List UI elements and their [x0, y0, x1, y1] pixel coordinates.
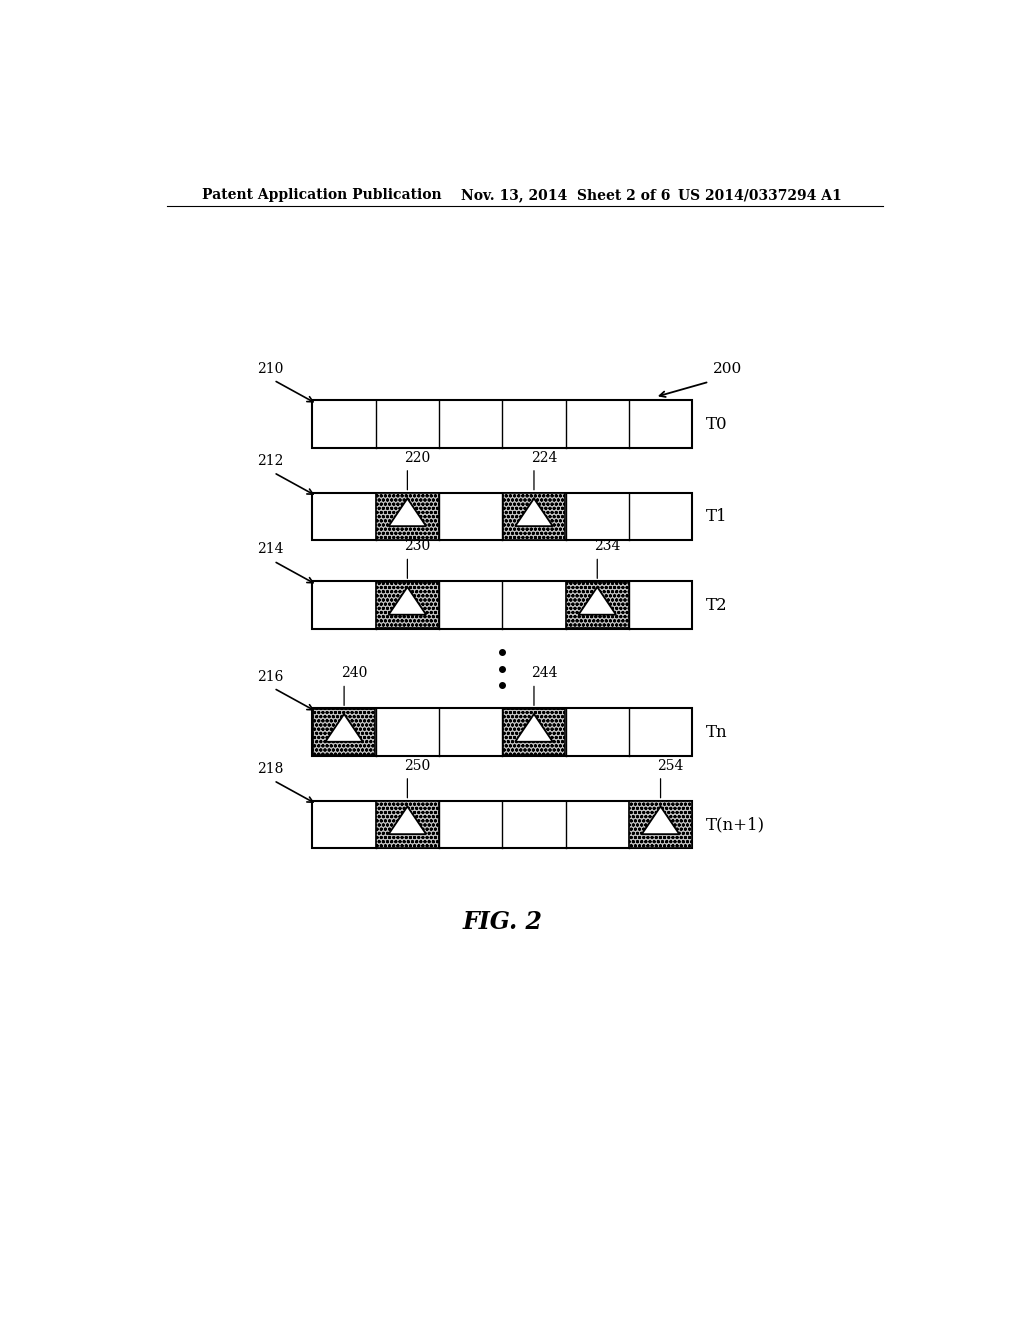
- Text: 210: 210: [257, 362, 283, 376]
- Bar: [503, 709, 565, 755]
- Bar: [312, 492, 692, 540]
- Polygon shape: [326, 714, 362, 742]
- Text: T1: T1: [707, 508, 728, 525]
- Text: 254: 254: [657, 759, 684, 774]
- Polygon shape: [389, 587, 426, 615]
- Bar: [376, 801, 438, 847]
- Bar: [312, 581, 692, 628]
- Bar: [630, 801, 692, 847]
- Text: Nov. 13, 2014  Sheet 2 of 6: Nov. 13, 2014 Sheet 2 of 6: [461, 189, 671, 202]
- Bar: [376, 494, 438, 540]
- Text: 240: 240: [341, 667, 368, 681]
- Polygon shape: [642, 807, 679, 834]
- Polygon shape: [515, 714, 553, 742]
- Bar: [312, 800, 692, 849]
- Bar: [312, 400, 692, 447]
- Text: US 2014/0337294 A1: US 2014/0337294 A1: [678, 189, 842, 202]
- Text: T0: T0: [707, 416, 728, 433]
- Text: FIG. 2: FIG. 2: [462, 909, 543, 935]
- Bar: [566, 582, 629, 628]
- Polygon shape: [579, 587, 616, 615]
- Text: 218: 218: [257, 762, 283, 776]
- Polygon shape: [389, 807, 426, 834]
- Text: 250: 250: [404, 759, 430, 774]
- Text: 230: 230: [404, 540, 430, 553]
- Bar: [376, 582, 438, 628]
- Text: 200: 200: [713, 362, 742, 376]
- Text: 212: 212: [257, 454, 283, 469]
- Text: 216: 216: [257, 669, 283, 684]
- Polygon shape: [515, 499, 553, 527]
- Bar: [313, 709, 376, 755]
- Bar: [503, 494, 565, 540]
- Text: T(n+1): T(n+1): [707, 816, 765, 833]
- Text: T2: T2: [707, 597, 728, 614]
- Polygon shape: [389, 499, 426, 527]
- Text: 224: 224: [530, 451, 557, 465]
- Text: 244: 244: [530, 667, 557, 681]
- Text: 234: 234: [594, 540, 621, 553]
- Text: 214: 214: [257, 543, 284, 557]
- Bar: [312, 708, 692, 756]
- Text: Patent Application Publication: Patent Application Publication: [202, 189, 441, 202]
- Text: Tn: Tn: [707, 723, 728, 741]
- Text: 220: 220: [404, 451, 430, 465]
